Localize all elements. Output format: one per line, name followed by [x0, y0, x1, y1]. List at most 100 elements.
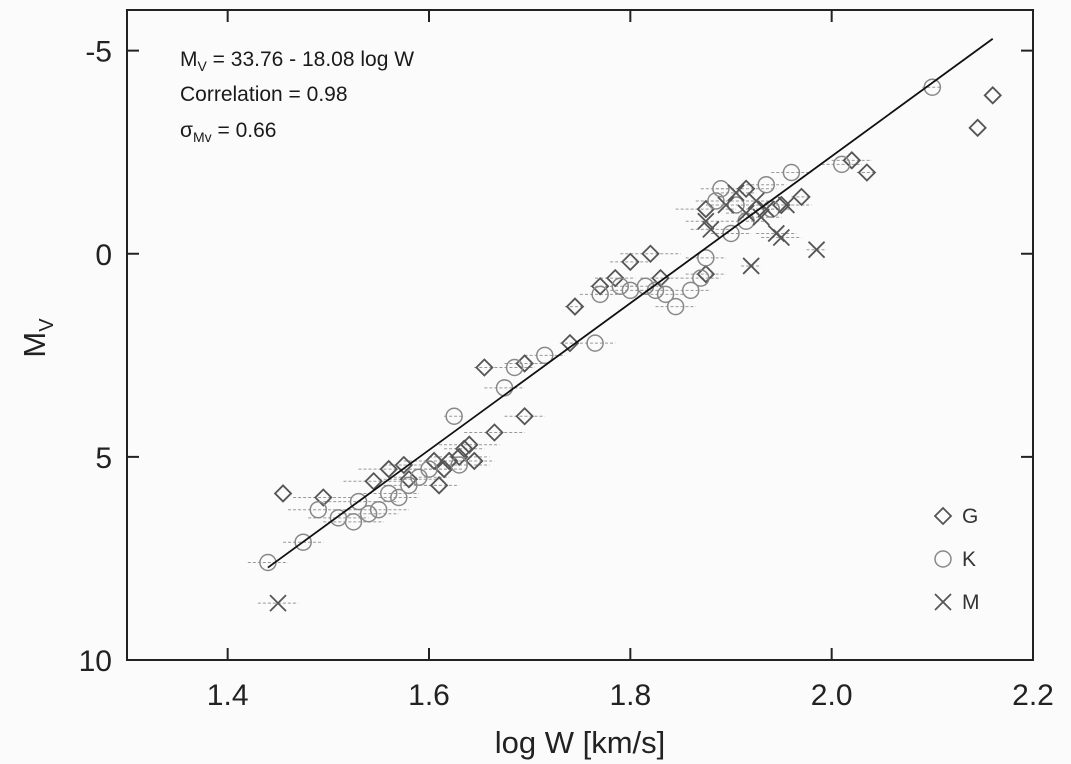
data-point-diamond: [515, 406, 534, 426]
legend: GKM: [933, 505, 980, 614]
y-axis-title-subscript: V: [36, 318, 58, 332]
data-point-diamond: [968, 118, 987, 138]
data-point-diamond: [399, 469, 419, 489]
data-point-circle: [712, 180, 730, 198]
data-point-circle: [681, 281, 700, 300]
data-point-diamond: [449, 447, 469, 467]
data-point-circle: [294, 533, 312, 551]
data-point-diamond: [736, 179, 756, 199]
data-point-diamond: [621, 252, 640, 272]
x-axis-title: log W [km/s]: [495, 725, 666, 760]
data-point-diamond: [379, 459, 399, 479]
x-tick-label: 1.8: [609, 679, 651, 712]
data-point-circle: [420, 460, 438, 478]
data-point-diamond: [560, 333, 580, 353]
legend-label: K: [962, 548, 976, 571]
data-point-diamond: [475, 358, 494, 377]
data-point-diamond: [651, 268, 670, 288]
data-point-diamond: [696, 199, 716, 219]
data-point-circle: [505, 358, 524, 377]
x-tick-label: 2.2: [1012, 679, 1054, 712]
data-point-circle: [359, 505, 378, 523]
data-point-diamond: [314, 488, 333, 507]
data-point-circle: [666, 297, 685, 316]
data-point-diamond: [857, 163, 877, 182]
regression-line: [267, 38, 994, 569]
sigma-subscript: Mv: [193, 129, 212, 145]
y-tick-label: -5: [85, 36, 112, 69]
data-point-cross: [727, 184, 745, 202]
plot-frame: [126, 9, 1034, 661]
data-point-circle: [349, 492, 368, 511]
data-point-diamond: [485, 423, 504, 442]
data-markers: [259, 78, 1003, 612]
data-point-circle: [586, 334, 604, 352]
x-tick-label: 2.0: [811, 679, 853, 712]
data-point-diamond: [454, 439, 474, 459]
legend-label: G: [962, 505, 978, 528]
data-point-circle: [727, 196, 745, 214]
sigma-symbol: σ: [180, 119, 193, 142]
sigma-value: = 0.66: [212, 119, 277, 142]
error-bars: [247, 86, 943, 604]
data-point-diamond: [424, 451, 444, 471]
legend-label: M: [962, 591, 980, 614]
data-point-circle: [536, 346, 554, 365]
data-point-diamond: [792, 187, 811, 207]
sigma-label: σMv = 0.66: [180, 119, 276, 145]
data-point-circle: [611, 277, 630, 295]
data-point-circle: [450, 456, 468, 474]
data-point-cross: [702, 220, 720, 239]
data-point-cross: [772, 228, 790, 247]
data-point-circle: [697, 249, 715, 267]
data-point-circle: [923, 78, 942, 96]
data-point-cross: [742, 257, 760, 275]
data-point-diamond: [983, 86, 1003, 105]
data-point-cross: [777, 196, 796, 214]
y-tick-label: 10: [79, 645, 112, 678]
data-point-diamond: [273, 484, 293, 503]
data-point-cross: [737, 204, 755, 222]
y-tick-label: 0: [95, 239, 112, 272]
y-axis-title-main: M: [17, 332, 52, 358]
fit-annotation: MV = 33.76 - 18.08 log W Correlation = 0…: [180, 48, 414, 145]
data-point-circle: [722, 224, 740, 243]
correlation-label: Correlation = 0.98: [180, 83, 348, 106]
data-point-diamond: [394, 455, 414, 475]
fit-equation-rest: = 33.76 - 18.08 log W: [207, 48, 414, 71]
fit-equation-main: M: [180, 48, 198, 71]
data-point-cross: [757, 200, 775, 218]
data-point-diamond: [565, 297, 585, 316]
y-tick-label: 5: [95, 442, 112, 475]
data-point-diamond: [696, 264, 716, 284]
data-point-circle: [369, 500, 388, 519]
data-point-diamond: [590, 276, 610, 296]
data-point-circle: [692, 269, 710, 287]
data-point-circle: [832, 155, 851, 174]
axis-ticks: 1.4 1.6 1.8 2.0 2.2 -5 0 5 10: [79, 10, 1054, 712]
data-point-circle: [379, 484, 398, 503]
x-tick-label: 1.4: [207, 679, 249, 712]
data-point-circle: [782, 163, 801, 182]
data-point-circle: [591, 285, 609, 304]
y-axis-title: MV: [17, 318, 58, 358]
data-point-diamond: [465, 451, 484, 471]
data-point-diamond: [605, 268, 625, 288]
legend-marker-circle: [934, 550, 952, 568]
data-point-circle: [757, 175, 775, 194]
fit-equation-subscript: V: [198, 58, 208, 74]
data-point-circle: [390, 488, 408, 507]
data-point-diamond: [364, 471, 383, 491]
data-point-circle: [344, 513, 363, 531]
data-point-cross: [747, 192, 765, 210]
data-point-cross: [807, 241, 826, 259]
data-point-diamond: [459, 435, 479, 454]
data-point-cross: [697, 212, 715, 230]
fit-equation: MV = 33.76 - 18.08 log W: [180, 48, 414, 74]
data-point-diamond: [641, 244, 660, 264]
data-point-circle: [707, 192, 725, 210]
x-tick-label: 1.6: [408, 679, 450, 712]
legend-marker-cross: [934, 593, 952, 611]
data-point-circle: [445, 407, 463, 425]
